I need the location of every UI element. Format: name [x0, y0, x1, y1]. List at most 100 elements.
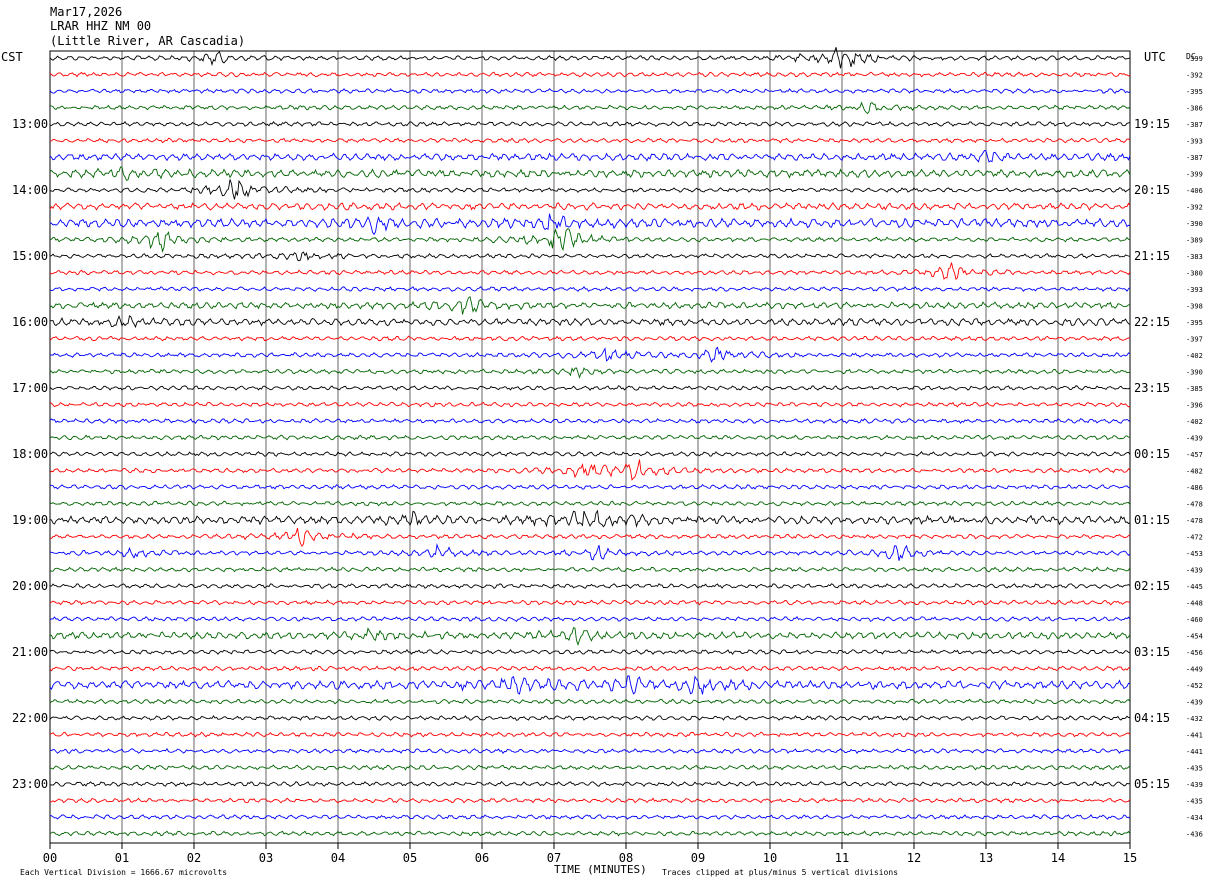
trace-row	[49, 527, 1131, 548]
dc-offset-label: -445	[1186, 583, 1203, 591]
dc-offset-label: -389	[1186, 237, 1203, 245]
dc-offset-label: -439	[1186, 435, 1203, 443]
dc-offset-label: -460	[1186, 616, 1203, 624]
dc-offset-label: -380	[1186, 270, 1203, 278]
dc-offset-label: -399	[1186, 171, 1203, 179]
header-station: LRAR HHZ NM 00	[50, 19, 151, 33]
dc-offset-label: -399	[1186, 55, 1203, 63]
dc-offset-label: -387	[1186, 154, 1203, 162]
dc-offset-label: -456	[1186, 649, 1203, 657]
left-timezone-label: CST	[1, 50, 23, 64]
trace-row	[49, 764, 1131, 771]
trace-row	[49, 335, 1131, 342]
trace-row	[49, 583, 1131, 589]
dc-offset-label: -439	[1186, 567, 1203, 575]
trace-row	[49, 346, 1131, 363]
dc-offset-label: -454	[1186, 633, 1203, 641]
left-hour-label: 20:00	[12, 579, 48, 593]
trace-row	[49, 649, 1131, 655]
x-tick-label: 11	[835, 851, 849, 865]
dc-offset-label: -395	[1186, 88, 1203, 96]
dc-offset-label: -478	[1186, 517, 1203, 525]
left-hour-label: 21:00	[12, 645, 48, 659]
dc-offset-label: -472	[1186, 534, 1203, 542]
right-hour-label: 21:15	[1134, 249, 1170, 263]
trace-row	[49, 401, 1131, 408]
trace-row	[49, 459, 1131, 481]
trace-row	[49, 731, 1131, 738]
x-axis-ticks: 00 01 02 03 04 05 06 07 08 09 10 11 12 13 14 15	[43, 843, 1137, 865]
trace-row	[49, 296, 1131, 315]
left-hour-label: 23:00	[12, 777, 48, 791]
trace-row	[49, 120, 1131, 127]
trace-row	[49, 830, 1131, 837]
x-tick-label: 04	[331, 851, 345, 865]
dc-offset-label: -478	[1186, 501, 1203, 509]
x-tick-label: 06	[475, 851, 489, 865]
trace-row	[49, 698, 1131, 705]
right-hour-label: 01:15	[1134, 513, 1170, 527]
trace-row	[49, 616, 1131, 622]
trace-row	[49, 262, 1131, 280]
right-hour-label: 20:15	[1134, 183, 1170, 197]
dc-offset-label: -395	[1186, 319, 1203, 327]
x-tick-label: 08	[619, 851, 633, 865]
trace-row	[49, 747, 1131, 754]
dc-offset-label: -393	[1186, 286, 1203, 294]
trace-row	[49, 418, 1131, 424]
x-tick-label: 07	[547, 851, 561, 865]
dc-offset-label: -439	[1186, 781, 1203, 789]
left-hour-label: 15:00	[12, 249, 48, 263]
x-tick-label: 10	[763, 851, 777, 865]
right-hour-label: 02:15	[1134, 579, 1170, 593]
dc-offset-label: -449	[1186, 666, 1203, 674]
dc-offset-label: -435	[1186, 798, 1203, 806]
dc-header-label: DC	[1186, 52, 1196, 61]
x-tick-label: 12	[907, 851, 921, 865]
trace-row	[49, 385, 1131, 391]
x-tick-label: 00	[43, 851, 57, 865]
trace-row	[49, 543, 1131, 561]
trace-row	[49, 149, 1131, 163]
dc-offset-label: -482	[1186, 468, 1203, 476]
trace-row	[49, 314, 1131, 329]
trace-row	[49, 714, 1130, 721]
dc-offset-label: -441	[1186, 748, 1203, 756]
dc-offset-label: -441	[1186, 732, 1203, 740]
left-hour-label: 19:00	[12, 513, 48, 527]
dc-offset-label: -392	[1186, 204, 1203, 212]
right-timezone-label: UTC	[1144, 50, 1166, 64]
dc-offset-label: -453	[1186, 550, 1203, 558]
dc-offset-label: -396	[1186, 402, 1203, 410]
dc-offset-label: -392	[1186, 72, 1203, 80]
trace-row	[49, 101, 1131, 115]
x-tick-label: 09	[691, 851, 705, 865]
trace-row	[49, 434, 1131, 441]
right-hour-label: 04:15	[1134, 711, 1170, 725]
x-tick-label: 14	[1051, 851, 1065, 865]
trace-row	[49, 286, 1131, 292]
trace-row	[49, 814, 1131, 820]
trace-row	[49, 566, 1131, 573]
trace-row	[49, 88, 1131, 94]
trace-row	[49, 179, 1131, 200]
left-hour-label: 22:00	[12, 711, 48, 725]
dc-offset-label: -398	[1186, 303, 1203, 311]
trace-row	[49, 213, 1131, 236]
trace-row	[49, 228, 1131, 253]
trace-row	[49, 451, 1131, 457]
left-hour-labels: 13:00 14:00 15:00 16:00 17:00 18:00 19:00 20:00…	[12, 117, 48, 791]
trace-row	[49, 202, 1131, 211]
x-tick-label: 15	[1123, 851, 1137, 865]
dc-offset-label: -486	[1186, 484, 1203, 492]
scale-note: Each Vertical Division = 1666.67 microvo…	[20, 868, 227, 877]
dc-offset-label: -383	[1186, 253, 1203, 261]
dc-offset-label: -390	[1186, 369, 1203, 377]
dc-offset-label: -406	[1186, 187, 1203, 195]
header-date: Mar17,2026	[50, 5, 122, 19]
left-hour-label: 17:00	[12, 381, 48, 395]
dc-offset-label: -448	[1186, 600, 1203, 608]
trace-row	[49, 500, 1131, 507]
plot-frame	[49, 50, 1131, 844]
